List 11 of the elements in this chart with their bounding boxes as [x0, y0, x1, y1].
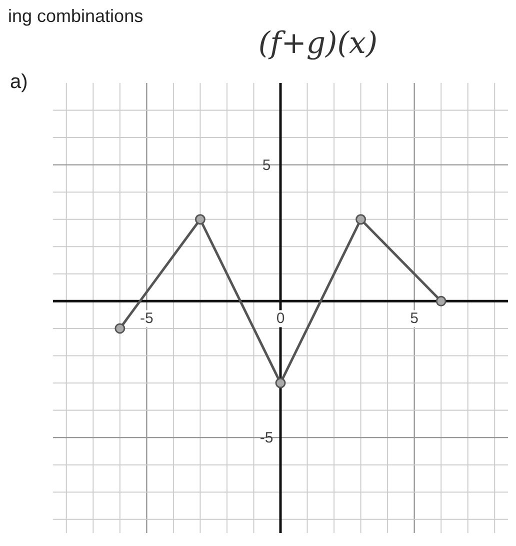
text: a)	[10, 71, 28, 93]
point	[436, 296, 446, 306]
point	[194, 214, 206, 225]
point	[356, 214, 366, 225]
x-tick-label: 0	[276, 310, 285, 328]
point	[114, 323, 126, 334]
chart-title: (f+g)(x)	[258, 26, 378, 61]
text: ing combinations	[8, 6, 144, 26]
x-tick-label: 5	[410, 310, 418, 328]
point	[275, 378, 286, 388]
x-tick-label: -5	[140, 310, 154, 328]
